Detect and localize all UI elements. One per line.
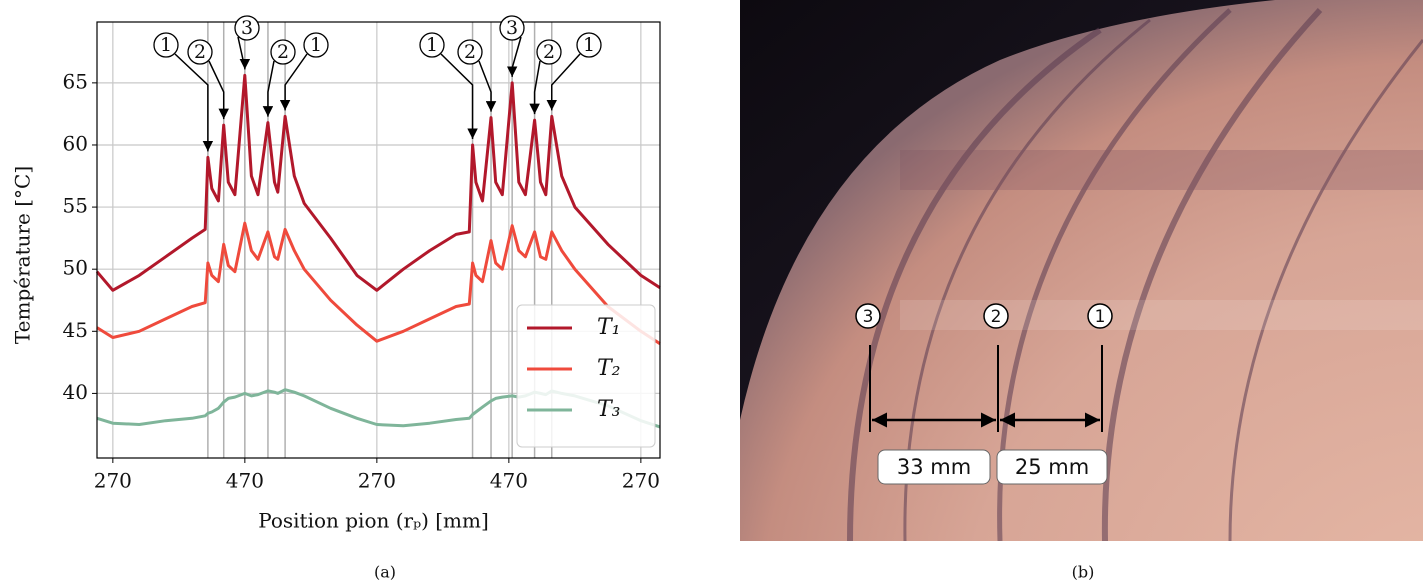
annotation-circle [187, 39, 213, 65]
legend-box [516, 304, 656, 448]
annotation-arrow [279, 53, 308, 111]
photo-measure-label: 25 mm [1015, 455, 1089, 479]
x-tick-label: 470 [490, 469, 528, 493]
annotation-arrow [546, 53, 581, 111]
photo-marker-circle [983, 303, 1009, 329]
annotation-label: 1 [310, 34, 322, 56]
x-tick-label: 270 [358, 469, 396, 493]
x-tick-label: 270 [94, 469, 132, 493]
legend-label: T₁ [597, 315, 621, 340]
photo-marker-label: 1 [1095, 307, 1106, 327]
annotation-arrow [506, 36, 522, 77]
photo-measure-box [877, 449, 991, 485]
x-axis-label: Position pion (rₚ) [mm] [258, 509, 489, 533]
annotation-circle [153, 32, 179, 58]
y-tick-label: 65 [63, 69, 88, 93]
annotation-label: 2 [194, 41, 206, 63]
photo-marker-label: 3 [863, 307, 874, 327]
plot-frame [96, 21, 661, 459]
annotation-label: 1 [160, 34, 172, 56]
photo-marker-circle [1087, 303, 1113, 329]
annotation-circle [303, 32, 329, 58]
annotation-label: 2 [543, 41, 555, 63]
line-series [95, 73, 661, 292]
annotation-circle [536, 39, 562, 65]
annotation-label: 3 [241, 17, 253, 39]
annotation-circle [576, 32, 602, 58]
annotation-circle [457, 39, 483, 65]
annotation-label: 2 [464, 41, 476, 63]
annotation-label: 3 [506, 17, 518, 39]
y-tick-label: 45 [63, 318, 88, 342]
photo-marker-circle [855, 303, 881, 329]
annotation-circle [499, 15, 525, 41]
photo-measure-label: 33 mm [897, 455, 971, 479]
annotation-circle [234, 15, 260, 41]
annotation-arrow [208, 60, 229, 120]
annotation-circle [419, 32, 445, 58]
photo-measure-box [996, 449, 1108, 485]
y-tick-label: 40 [63, 380, 88, 404]
y-tick-label: 50 [63, 256, 88, 280]
photo-marker-label: 2 [991, 307, 1002, 327]
annotation-arrow [478, 60, 497, 112]
annotation-arrow [529, 60, 541, 115]
annotation-label: 1 [426, 34, 438, 56]
annotation-label: 1 [583, 34, 595, 56]
legend-label: T₃ [597, 397, 621, 422]
annotation-circle [270, 39, 296, 65]
x-tick-label: 470 [226, 469, 264, 493]
annotation-arrow [237, 36, 251, 70]
y-tick-label: 60 [63, 131, 88, 155]
x-tick-label: 270 [622, 469, 660, 493]
photo [740, 0, 1423, 541]
annotation-arrow [440, 53, 478, 139]
annotation-label: 2 [277, 41, 289, 63]
y-tick-label: 55 [63, 194, 88, 218]
panel-label: (b) [1072, 563, 1095, 582]
annotation-arrow [262, 60, 275, 117]
legend-label: T₂ [597, 356, 621, 381]
y-axis-label: Température [°C] [11, 166, 35, 344]
panel-label: (a) [374, 563, 396, 582]
annotation-arrow [174, 53, 214, 152]
line-series [96, 221, 661, 345]
